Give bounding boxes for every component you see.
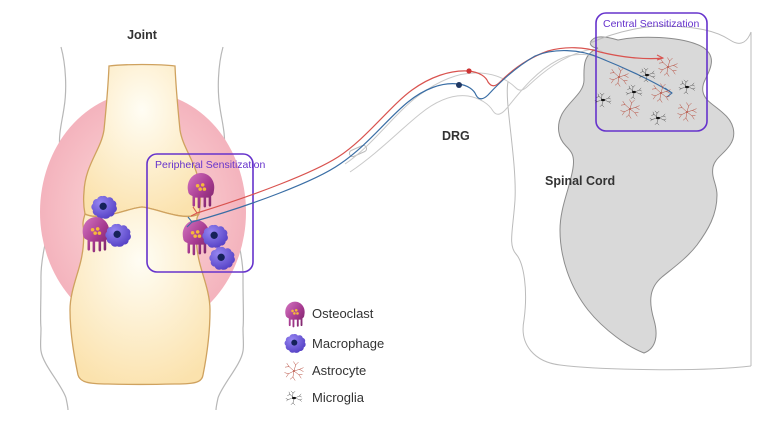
svg-text:Astrocyte: Astrocyte <box>312 363 366 378</box>
svg-text:DRG: DRG <box>442 129 470 143</box>
svg-text:Peripheral Sensitization: Peripheral Sensitization <box>155 159 265 171</box>
svg-text:Spinal Cord: Spinal Cord <box>545 174 615 188</box>
svg-text:Central Sensitization: Central Sensitization <box>603 18 699 30</box>
svg-text:Macrophage: Macrophage <box>312 336 384 351</box>
svg-text:Microglia: Microglia <box>312 390 365 405</box>
svg-text:Osteoclast: Osteoclast <box>312 306 374 321</box>
svg-text:Joint: Joint <box>127 28 158 42</box>
